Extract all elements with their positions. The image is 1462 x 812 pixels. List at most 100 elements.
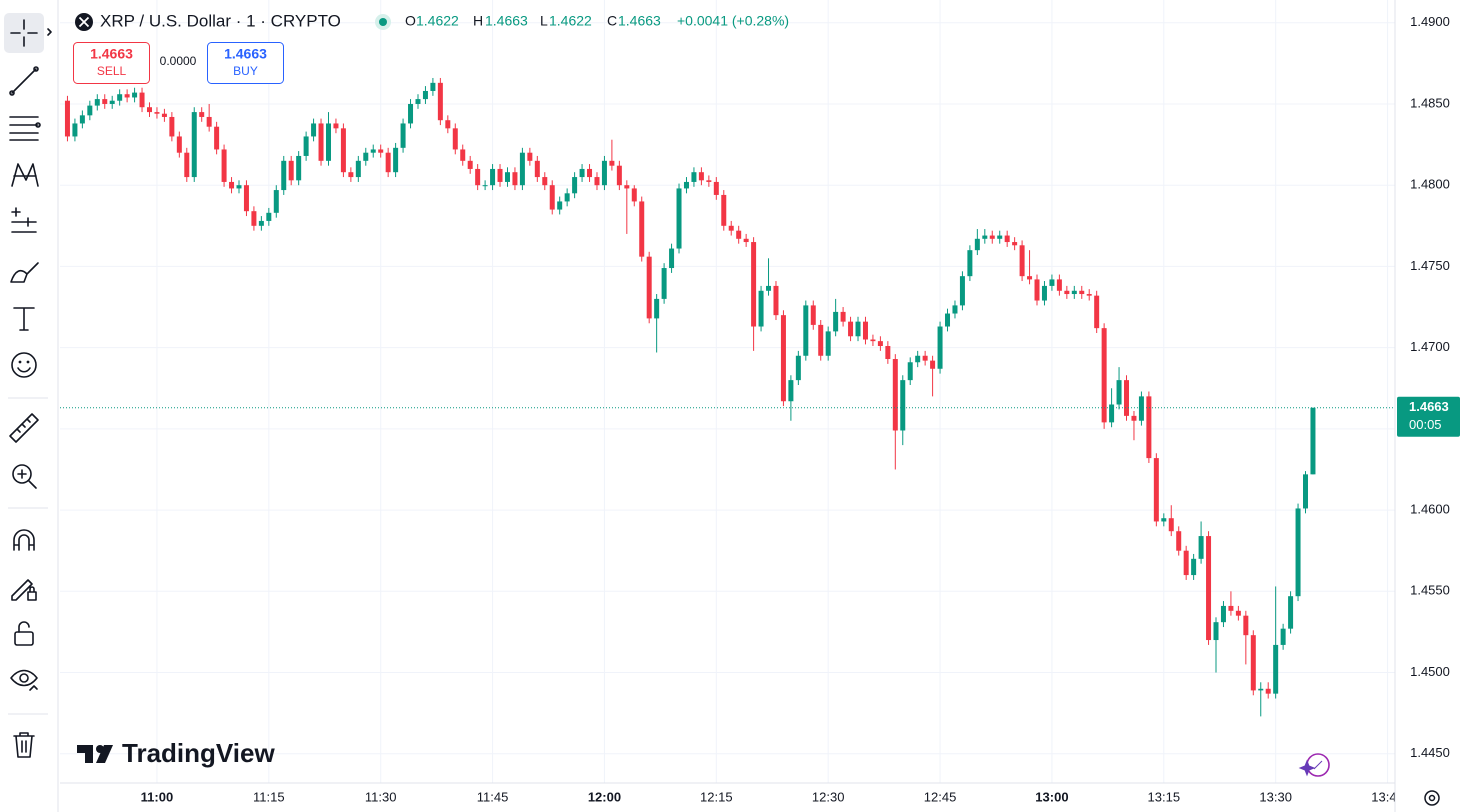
candle-body <box>1310 407 1316 475</box>
y-tick-label: 1.4600 <box>1410 502 1450 517</box>
candle-body <box>1034 279 1040 301</box>
candle-body <box>184 152 190 178</box>
candle-body <box>1258 688 1264 691</box>
candle-body <box>504 172 510 182</box>
candle-body <box>751 242 757 327</box>
candle-body <box>736 230 742 239</box>
grid <box>60 0 1395 783</box>
candle-body <box>1131 415 1137 421</box>
candle-body <box>527 152 533 161</box>
x-tick-label: 11:00 <box>141 789 174 804</box>
candle-body <box>676 188 682 249</box>
sell-button[interactable]: 1.4663 SELL <box>73 42 150 84</box>
candle-body <box>989 235 995 239</box>
ohlc-value: 1.4663 <box>485 13 528 29</box>
candles <box>60 77 1395 717</box>
candle-body <box>713 181 719 195</box>
candle-body <box>959 276 965 306</box>
candle-body <box>922 355 928 361</box>
candle-body <box>982 235 988 239</box>
candle-body <box>870 339 876 342</box>
time-axis: 11:00 11:15 11:30 11:45 12:00 12:15 12:30 12:45… <box>141 789 1400 804</box>
candle-body <box>594 177 600 186</box>
tool-fib[interactable] <box>9 116 41 141</box>
x-tick-label: 11:45 <box>477 789 509 804</box>
candle-body <box>1183 550 1189 576</box>
last-price-box <box>1397 396 1460 437</box>
tool-pattern[interactable] <box>11 163 39 187</box>
x-tick-label: 13:30 <box>1259 789 1292 804</box>
symbol-title: XRP / U.S. Dollar · 1 · CRYPTO <box>100 11 341 30</box>
candle-body <box>1153 458 1159 522</box>
candle-body <box>810 305 816 325</box>
x-tick-label: 13:00 <box>1035 789 1068 804</box>
candle-body <box>721 194 727 226</box>
candle-body <box>654 298 660 319</box>
candle-body <box>1273 644 1279 694</box>
tool-lock[interactable] <box>14 621 34 646</box>
candle-body <box>743 238 749 243</box>
candle-body <box>572 177 578 194</box>
candle-body <box>587 168 593 178</box>
candle-body <box>1064 290 1070 295</box>
assistant-button[interactable] <box>1298 753 1330 777</box>
y-tick-label: 1.4900 <box>1410 14 1450 29</box>
logo-mark <box>77 745 113 763</box>
candle-body <box>564 193 570 202</box>
market-status-dot <box>379 18 387 26</box>
candle-body <box>1161 518 1167 522</box>
candle-body <box>974 238 980 251</box>
tool-forecast[interactable] <box>11 207 37 233</box>
candle-body <box>967 250 973 277</box>
candle-body <box>706 180 712 182</box>
candle-body <box>266 212 272 221</box>
buy-button[interactable]: 1.4663 BUY <box>207 42 284 84</box>
candle-body <box>1049 279 1055 286</box>
tool-trend-line[interactable] <box>9 66 39 96</box>
candle-body <box>318 123 324 161</box>
candle-body <box>370 149 376 153</box>
candle-body <box>161 113 167 117</box>
ohlc-value: 1.4622 <box>416 13 459 29</box>
toolbar <box>0 0 56 812</box>
candle-body <box>154 112 160 114</box>
candle-body <box>273 190 279 213</box>
tool-text[interactable] <box>13 307 35 331</box>
tool-delete[interactable] <box>13 732 35 758</box>
candle-body <box>1191 558 1197 576</box>
candle-body <box>1168 518 1174 532</box>
tool-crosshair[interactable] <box>4 13 52 53</box>
price-axis: 1.44501.45001.45501.46001.46501.47001.47… <box>1397 14 1460 760</box>
candle-body <box>117 94 123 101</box>
settings-button[interactable] <box>1424 790 1440 806</box>
candle-body <box>422 90 428 100</box>
candle-body <box>1213 622 1219 641</box>
tool-magnet[interactable] <box>13 529 35 551</box>
tool-zoom[interactable] <box>12 464 37 489</box>
candle-body <box>669 248 675 269</box>
tool-emoji[interactable] <box>11 352 37 378</box>
tool-brush[interactable] <box>10 262 39 283</box>
candle-body <box>1280 628 1286 645</box>
candle-body <box>176 136 182 153</box>
y-tick-label: 1.4700 <box>1410 339 1450 354</box>
spread: 0.0000 <box>160 54 197 68</box>
tool-lock-drawing[interactable] <box>11 579 37 601</box>
candle-body <box>639 201 645 257</box>
x-tick-label: 13:15 <box>1148 789 1181 804</box>
x-tick-label: 11:30 <box>365 789 397 804</box>
tool-visibility[interactable] <box>10 669 38 691</box>
candle-body <box>1228 605 1234 611</box>
sell-label: SELL <box>97 64 127 78</box>
candle-body <box>542 177 548 186</box>
candle-body <box>311 123 317 137</box>
candle-body <box>512 172 518 186</box>
candle-body <box>1303 474 1309 509</box>
candle-body <box>624 185 630 189</box>
tool-ruler[interactable] <box>9 413 39 443</box>
candle-body <box>1086 294 1092 296</box>
candle-body <box>430 82 436 91</box>
candle-body <box>892 359 898 431</box>
